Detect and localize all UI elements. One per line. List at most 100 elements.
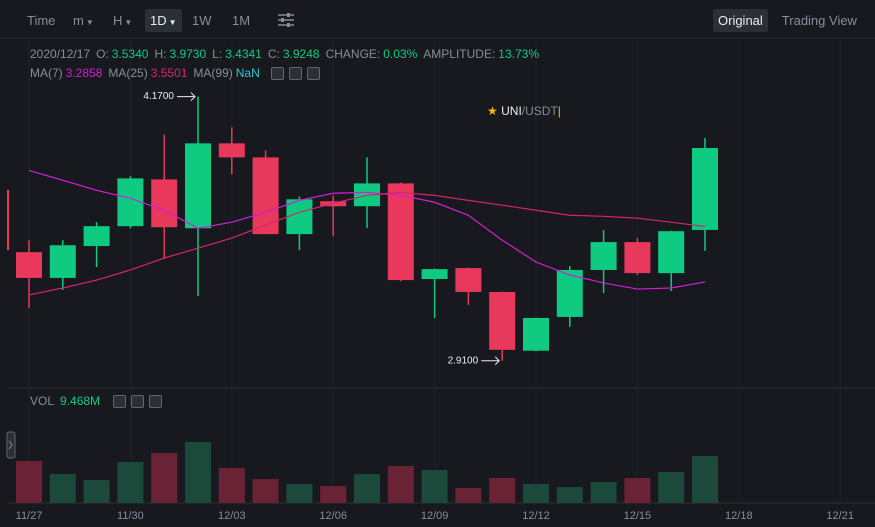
symbol: UNI <box>501 104 522 118</box>
volume-bar <box>16 461 42 503</box>
candle-body <box>692 148 718 230</box>
field-name: AMPLITUDE: <box>423 47 496 61</box>
extreme-arrow <box>481 356 500 366</box>
candle-body <box>387 183 414 281</box>
field-value: 13.73% <box>498 47 539 61</box>
view-switch: Original Trading View <box>713 8 857 32</box>
interval-tab[interactable]: 1D ▼ <box>145 8 182 32</box>
field-name: C: <box>267 47 280 61</box>
volume-bar <box>286 484 313 503</box>
handle-arrow <box>8 440 13 450</box>
volume-bar <box>455 488 482 503</box>
eye-icon[interactable] <box>113 394 127 408</box>
volume-bar <box>387 466 414 503</box>
star-icon: ★ <box>487 104 498 118</box>
x-tick-label: 11/30 <box>117 510 144 522</box>
interval-tab[interactable]: 1W <box>192 12 212 28</box>
candle-body <box>523 317 549 351</box>
candle-body <box>624 242 651 274</box>
volume-bar <box>590 482 617 503</box>
candle-body <box>218 143 245 158</box>
volume-bar <box>556 487 583 503</box>
candle-body <box>556 269 583 317</box>
candle-body <box>83 226 110 247</box>
settings-icon[interactable] <box>276 12 296 28</box>
pane-handle[interactable] <box>6 431 16 459</box>
candle-body <box>590 242 617 270</box>
field-value: 0.03% <box>383 47 418 61</box>
volume-bar <box>185 442 211 503</box>
cursor: | <box>557 104 561 118</box>
volume-bar <box>692 456 718 503</box>
candle-body <box>489 291 516 350</box>
field-value: 3.4341 <box>225 47 262 61</box>
candle-body <box>16 252 42 278</box>
volume-bar <box>320 486 347 503</box>
eye-icon[interactable] <box>270 66 284 80</box>
settings-icon[interactable] <box>131 394 145 408</box>
interval-tab[interactable]: H ▼ <box>113 12 133 28</box>
interval-tab[interactable]: m ▼ <box>73 12 94 28</box>
x-tick-label: 12/21 <box>826 510 854 522</box>
x-tick-label: 12/06 <box>319 510 347 522</box>
x-tick-label: 12/18 <box>725 510 753 522</box>
dropdown-caret: ▼ <box>168 17 177 27</box>
interval-tab[interactable]: 1M <box>232 12 251 28</box>
ma-value: NaN <box>235 66 260 80</box>
ma-value: 3.2858 <box>65 66 103 80</box>
volume-bar <box>218 468 245 503</box>
volume-bar <box>49 474 76 503</box>
extreme-label: 4.1700 <box>143 91 174 102</box>
candle-body <box>421 269 448 279</box>
candle-body <box>185 143 211 229</box>
candle-body <box>455 268 482 292</box>
candle-body <box>151 179 178 228</box>
extreme-label: 2.9100 <box>448 355 479 366</box>
field-value: 3.9730 <box>169 47 207 61</box>
x-tick-label: 12/09 <box>421 510 449 522</box>
x-tick-label: 12/12 <box>522 510 550 522</box>
volume-bar <box>489 477 516 503</box>
field-name: H: <box>154 47 167 61</box>
close-icon[interactable] <box>306 66 320 80</box>
ma-line <box>28 191 706 296</box>
volume-bar <box>421 470 448 503</box>
vol-name: VOL <box>30 394 55 408</box>
field-name: L: <box>212 47 223 61</box>
volume-bar <box>624 477 651 503</box>
settings-icon[interactable] <box>288 66 302 80</box>
x-tick-label: 11/27 <box>16 510 43 522</box>
view-tab[interactable]: Original <box>713 8 768 32</box>
candle-body <box>117 178 144 227</box>
candle-body <box>252 157 279 235</box>
view-tab[interactable]: Trading View <box>781 12 857 28</box>
volume-bar <box>117 462 144 503</box>
x-tick-label: 12/15 <box>624 510 652 522</box>
interval-tab[interactable]: Time <box>27 12 56 28</box>
extreme-arrow <box>177 92 196 101</box>
field-name: O: <box>96 47 109 61</box>
candle-body <box>658 231 685 274</box>
vol-legend: VOL 9.468M <box>30 393 163 409</box>
ma-legend: MA(7) 3.2858 MA(25) 3.5501 MA(99) NaN <box>30 65 320 81</box>
dropdown-caret: ▼ <box>124 17 133 27</box>
volume-bar <box>354 474 380 503</box>
field-value: 3.5340 <box>111 47 149 61</box>
volume-bar <box>523 484 549 503</box>
ma-name: MA(99) <box>193 66 233 80</box>
vol-value: 9.468M <box>60 394 101 408</box>
field-value: 3.9248 <box>282 47 320 61</box>
volume-bar <box>151 453 178 503</box>
date: 2020/12/17 <box>30 47 91 61</box>
ma-value: 3.5501 <box>150 66 188 80</box>
close-icon[interactable] <box>149 394 163 408</box>
ohlc-header: 2020/12/17 O: 3.5340 H: 3.9730 L: 3.4341 C: 3.9… <box>30 46 545 62</box>
x-tick-label: 12/03 <box>218 510 246 522</box>
field-name: CHANGE: <box>325 47 381 61</box>
ma-name: MA(25) <box>108 66 148 80</box>
ma-line <box>28 169 706 290</box>
candle-body <box>49 245 76 278</box>
dropdown-caret: ▼ <box>85 17 94 27</box>
